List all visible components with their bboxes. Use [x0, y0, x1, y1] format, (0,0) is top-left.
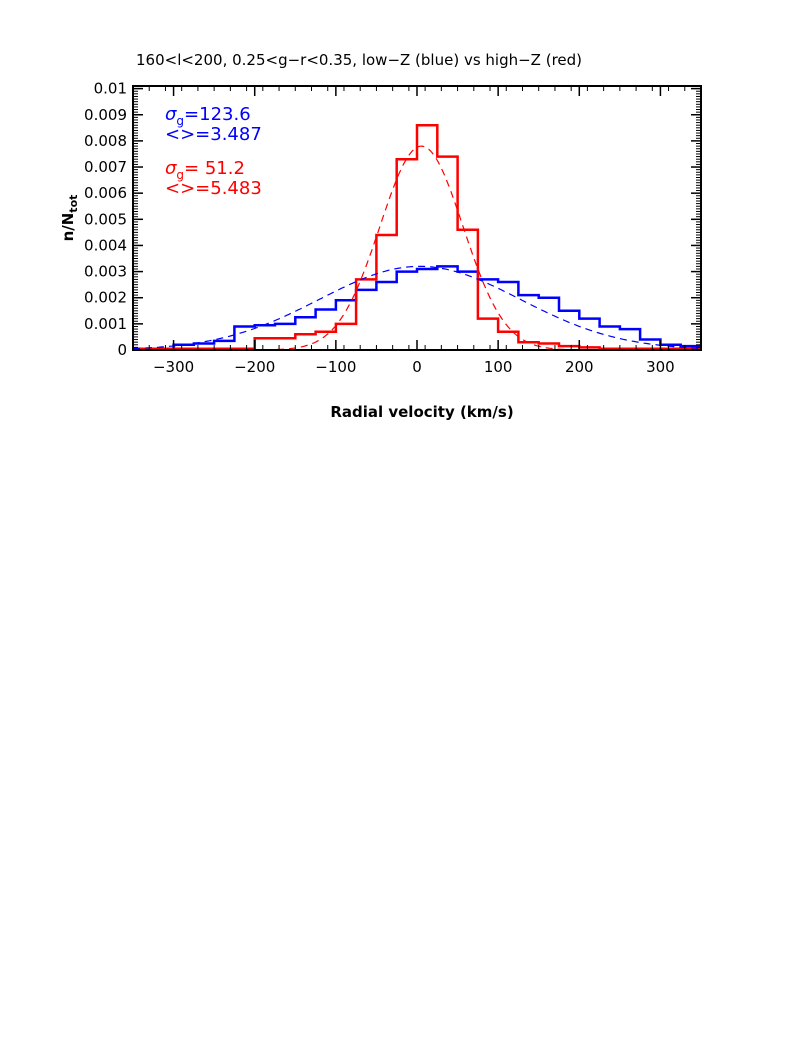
red-sigma-symbol: σ — [165, 158, 177, 179]
y-tick-label: 0.004 — [84, 236, 127, 254]
y-tick-label: 0.005 — [84, 210, 127, 228]
red-histogram-line — [133, 123, 701, 350]
svg-text:n/Ntot: n/Ntot — [59, 195, 80, 242]
axis-ticks: −300 −200 −100 0 100 200 300 0 0.001 0.002 0.003 0.… — [84, 80, 702, 376]
plot-area — [133, 123, 701, 350]
y-tick-label: 0.007 — [84, 158, 127, 176]
x-axis-title: Radial velocity (km/s) — [330, 403, 513, 421]
y-tick-label: 0 — [117, 341, 127, 359]
y-tick-label: 0.003 — [84, 263, 127, 281]
y-axis-title-sub: tot — [67, 195, 80, 213]
y-axis-title: n/Ntot — [59, 195, 80, 242]
blue-sigma-sub: g — [176, 114, 184, 128]
red-sigma-sub: g — [176, 168, 184, 182]
y-axis-title-main: n/N — [59, 213, 77, 242]
y-tick-label: 0.008 — [84, 132, 127, 150]
red-sigma-value: = 51.2 — [184, 158, 245, 179]
x-tick-label: 200 — [565, 358, 594, 376]
x-tick-label: −200 — [234, 358, 275, 376]
svg-text:σg= 51.2: σg= 51.2 — [165, 158, 245, 182]
blue-mean-label: <>=3.487 — [165, 124, 262, 145]
red-fit-annotation: σg= 51.2 <>=5.483 — [165, 158, 262, 199]
blue-histogram-line — [133, 265, 701, 350]
x-tick-label: 0 — [412, 358, 422, 376]
y-tick-label: 0.01 — [94, 80, 127, 98]
chart-title: 160<l<200, 0.25<g−r<0.35, low−Z (blue) v… — [136, 51, 582, 69]
blue-histogram — [133, 265, 701, 350]
red-mean-label: <>=5.483 — [165, 178, 262, 199]
blue-sigma-value: =123.6 — [184, 104, 251, 125]
blue-sigma-symbol: σ — [165, 104, 177, 125]
red-histogram — [133, 123, 701, 350]
x-tick-label: −300 — [153, 358, 194, 376]
x-tick-label: 300 — [646, 358, 675, 376]
blue-fit-annotation: σg=123.6 <>=3.487 — [165, 104, 262, 145]
y-tick-label: 0.002 — [84, 289, 127, 307]
y-tick-label: 0.006 — [84, 184, 127, 202]
x-tick-label: −100 — [315, 358, 356, 376]
y-tick-label: 0.001 — [84, 315, 127, 333]
svg-text:σg=123.6: σg=123.6 — [165, 104, 251, 128]
y-tick-label: 0.009 — [84, 106, 127, 124]
x-tick-label: 100 — [484, 358, 513, 376]
